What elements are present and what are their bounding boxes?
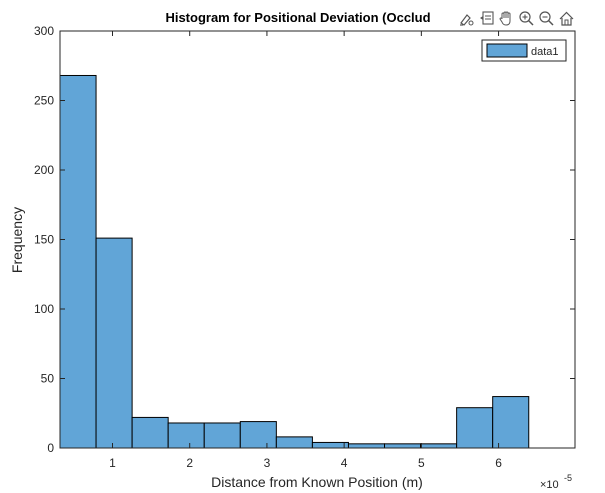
chart-title: Histogram for Positional Deviation (Occl… <box>165 10 430 25</box>
y-tick-label: 50 <box>41 372 55 386</box>
zoom-out-button[interactable] <box>537 8 556 28</box>
histogram-bar <box>167 422 205 449</box>
pan-button[interactable] <box>497 8 516 28</box>
y-tick-label: 200 <box>34 163 54 177</box>
zoom-in-button[interactable] <box>517 8 536 28</box>
histogram-bar <box>203 422 241 449</box>
x-tick-label: 4 <box>341 456 348 470</box>
brush-icon <box>460 13 474 26</box>
x-axis: 1 2 3 4 5 6 <box>109 31 502 470</box>
brush-button[interactable] <box>457 8 476 28</box>
y-axis-label: Frequency <box>9 207 25 273</box>
y-tick-label: 300 <box>34 24 54 38</box>
x-tick-label: 5 <box>418 456 425 470</box>
x-tick-label: 3 <box>264 456 271 470</box>
histogram-bar <box>131 416 169 449</box>
y-tick-label: 100 <box>34 302 54 316</box>
restore-view-button[interactable] <box>557 8 576 28</box>
plot-area <box>60 31 575 448</box>
x-tick-label: 2 <box>186 456 193 470</box>
histogram-bar <box>347 443 386 449</box>
y-axis: 0 50 100 150 200 250 300 <box>34 24 575 455</box>
x-exponent-label: ×10 -5 <box>540 473 572 491</box>
y-tick-label: 0 <box>47 441 54 455</box>
histogram-bar <box>239 421 277 449</box>
histogram-bar <box>275 436 313 449</box>
histogram-bar <box>456 407 494 449</box>
pan-icon <box>499 10 511 26</box>
y-tick-label: 150 <box>34 233 54 247</box>
histogram-bar <box>384 443 422 449</box>
zoom-out-icon <box>539 10 554 26</box>
histogram-bar <box>420 443 458 449</box>
x-exponent-base: ×10 <box>540 479 559 491</box>
x-exponent-power: -5 <box>564 473 572 483</box>
data-tips-button[interactable] <box>477 8 496 28</box>
data-tips-icon <box>480 10 494 25</box>
histogram-bar <box>59 74 97 449</box>
histogram-bar <box>95 237 133 449</box>
axes-toolbar <box>455 7 578 29</box>
home-icon <box>559 11 574 26</box>
legend[interactable]: data1 <box>481 39 567 62</box>
x-axis-label: Distance from Known Position (m) <box>211 474 423 490</box>
y-tick-label: 250 <box>34 94 54 108</box>
x-tick-label: 6 <box>495 456 502 470</box>
x-tick-label: 1 <box>109 456 116 470</box>
legend-entry-label: data1 <box>531 46 559 58</box>
legend-swatch <box>486 43 528 58</box>
histogram-bar <box>492 396 530 449</box>
histogram-bar <box>311 441 349 449</box>
bar-group <box>59 74 530 449</box>
zoom-in-icon <box>519 10 534 26</box>
